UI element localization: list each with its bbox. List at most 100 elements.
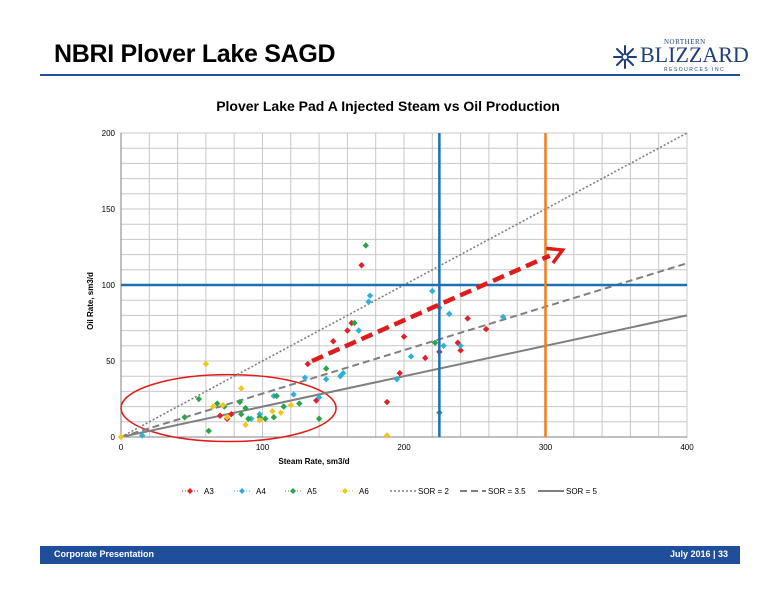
data-point-a3 [396,369,403,377]
data-point-a5 [351,319,358,327]
company-logo: NORTHERN BLIZZARD RESOURCES INC [612,38,749,74]
data-point-a6 [256,417,263,424]
y-tick-label: 0 [111,433,116,442]
legend-swatch-a6 [342,488,348,494]
data-point-a5 [296,400,303,407]
data-point-a5 [242,404,249,412]
data-point-a4 [339,369,347,377]
legend-swatch-a4 [239,488,245,494]
y-tick-label: 150 [102,205,116,214]
data-point-a6 [117,433,125,441]
data-point-a3 [457,347,464,354]
y-tick-label: 100 [102,281,116,290]
data-point-a5 [273,392,280,400]
legend-swatch-a3 [187,488,193,494]
data-point-a5 [362,242,369,249]
trend-arrow-shaft [311,253,551,364]
x-tick-label: 0 [119,443,124,452]
data-point-a4 [301,374,309,381]
data-point-a4 [365,298,372,305]
data-point-a3 [216,412,224,419]
legend: A3 A4 A5 A6 SOR = 2 SOR = 3.5 SOR = 5 [182,487,597,496]
footer-bar: Corporate Presentation July 2016 | 33 [40,546,740,564]
logo-main-text: BLIZZARD [640,42,749,67]
chart-title: Plover Lake Pad A Injected Steam vs Oil … [216,98,560,114]
data-points [117,242,507,441]
data-point-a5 [205,427,212,435]
data-point-a5 [315,415,323,422]
data-point-a5 [238,411,245,418]
y-axis-label: Oil Rate, sm3/d [86,272,95,330]
data-point-a4 [139,432,146,439]
data-point-a3 [304,360,311,368]
legend-label: A6 [359,487,369,496]
data-point-a6 [383,432,391,439]
x-tick-label: 300 [539,443,553,452]
data-point-a6 [219,401,227,409]
data-point-a6 [269,407,276,415]
footer-right-text: July 2016 | 33 [669,549,728,559]
title-rule [40,74,740,76]
data-point-a5 [262,415,269,422]
data-point-a3 [330,338,337,345]
trend-arrow-head [546,246,566,265]
data-point-a6 [209,403,217,410]
data-point-a6 [277,409,285,416]
data-point-a4 [290,391,297,398]
data-point-a3 [464,315,471,322]
data-point-a4 [366,292,374,299]
data-point-a3 [422,354,429,362]
data-point-a4 [355,327,362,334]
data-point-a5 [431,339,439,346]
y-tick-label: 200 [102,129,116,138]
data-point-a3 [400,333,408,340]
snowflake-icon [613,45,637,69]
x-tick-label: 400 [680,443,694,452]
data-point-a3 [228,411,235,418]
data-point-a6 [223,414,231,421]
data-point-a3 [482,325,490,333]
data-point-a5 [322,365,330,372]
data-point-a3 [344,327,351,334]
reference-lines [121,133,687,437]
data-point-a4 [429,287,436,295]
data-point-a5 [280,403,287,410]
data-point-a5 [195,395,203,403]
data-point-a5 [270,414,278,421]
data-point-a4 [393,376,401,383]
logo-sub-text: RESOURCES INC [664,67,726,73]
trend-arrow [311,246,566,364]
legend-label: A3 [204,487,214,496]
legend-label: SOR = 3.5 [488,487,526,496]
slide-title: NBRI Plover Lake SAGD [54,40,336,68]
data-point-a3 [383,398,391,406]
data-point-a6 [287,401,294,409]
data-point-a4 [315,394,323,401]
data-point-a4 [499,313,507,321]
legend-label: A4 [256,487,266,496]
data-point-a5 [245,415,252,422]
footer-left-text: Corporate Presentation [54,549,155,559]
data-point-a6 [242,421,249,429]
data-point-a4 [407,353,415,360]
data-point-a4 [440,342,447,349]
data-point-a4 [457,342,464,349]
data-point-a3 [358,262,365,269]
highlight-ellipse [120,373,337,443]
data-point-a4 [446,310,453,318]
x-tick-label: 100 [256,443,270,452]
data-point-a6 [238,385,245,392]
legend-label: A5 [307,487,317,496]
data-point-a6 [202,360,210,368]
data-point-a5 [236,398,244,406]
legend-label: SOR = 5 [566,487,597,496]
logo-top-text: NORTHERN [664,38,706,46]
legend-swatch-a5 [290,488,296,494]
highlight-ellipse-shape [120,373,337,443]
data-point-a5 [181,414,188,421]
data-point-a5 [214,400,221,407]
x-tick-label: 200 [397,443,411,452]
sor-line [120,314,688,438]
y-tick-label: 50 [106,357,115,366]
